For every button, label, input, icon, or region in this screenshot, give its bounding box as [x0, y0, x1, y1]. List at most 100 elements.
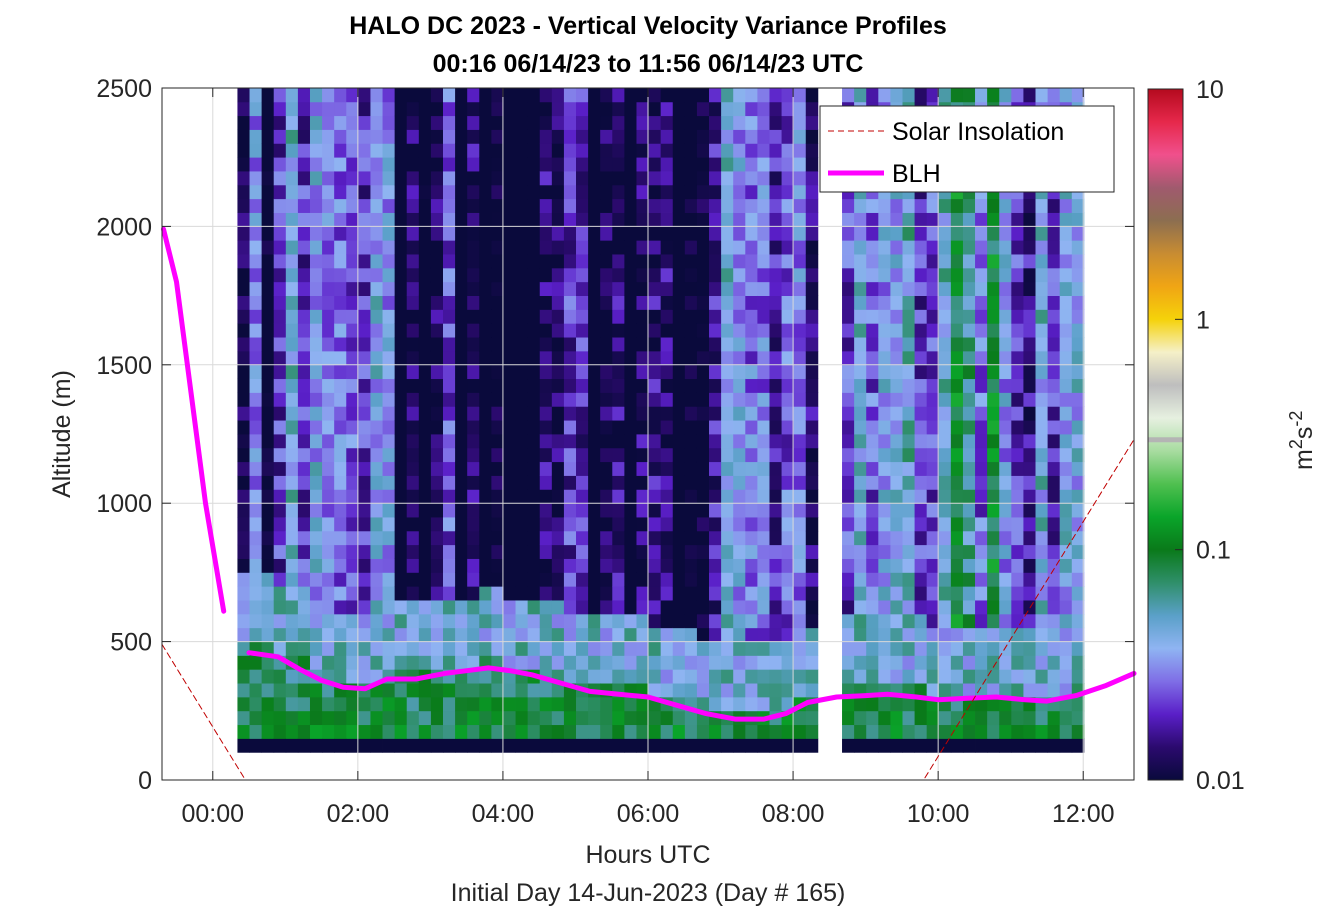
heatmap-cell [418, 475, 432, 490]
heatmap-cell [491, 323, 504, 338]
heatmap-cell [636, 157, 649, 172]
heatmap-cell [1059, 475, 1073, 490]
heatmap-cell [781, 364, 795, 380]
heatmap-cell [757, 281, 770, 296]
heatmap-cell [684, 115, 698, 130]
heatmap-cell [1047, 461, 1061, 476]
heatmap-cell [600, 434, 613, 449]
heatmap-cell [467, 517, 480, 532]
heatmap-cell [346, 600, 359, 615]
heatmap-cell [261, 240, 275, 255]
heatmap-cell [793, 295, 807, 310]
heatmap-cell [261, 558, 275, 573]
heatmap-cell [1023, 724, 1036, 739]
heatmap-cell [745, 226, 758, 241]
heatmap-cell [672, 226, 686, 241]
heatmap-cell [1059, 641, 1073, 656]
heatmap-cell [878, 88, 891, 103]
heatmap-cell [962, 724, 976, 739]
heatmap-cell [1011, 641, 1024, 656]
heatmap-cell [394, 254, 408, 269]
heatmap-cell [563, 517, 577, 532]
heatmap-cell [322, 171, 335, 186]
heatmap-cell [672, 198, 686, 213]
heatmap-cell [515, 88, 529, 103]
heatmap-cell [636, 710, 649, 726]
heatmap-cell [709, 406, 722, 421]
heatmap-cell [854, 461, 867, 476]
heatmap-cell [261, 364, 275, 380]
heatmap-cell [600, 129, 613, 144]
heatmap-cell [491, 350, 504, 366]
heatmap-cell [975, 600, 988, 615]
heatmap-cell [1023, 669, 1036, 684]
heatmap-cell [866, 226, 879, 241]
heatmap-cell [285, 143, 299, 158]
heatmap-cell [1035, 544, 1049, 559]
heatmap-cell [297, 558, 311, 573]
heatmap-cell [539, 157, 553, 172]
heatmap-cell [479, 696, 492, 712]
heatmap-cell [1023, 586, 1036, 601]
heatmap-cell [721, 406, 734, 421]
heatmap-cell [890, 434, 903, 449]
heatmap-cell [370, 254, 383, 269]
heatmap-cell [999, 337, 1012, 352]
heatmap-cell [430, 489, 444, 504]
heatmap-cell [261, 267, 275, 283]
heatmap-cell [297, 309, 311, 324]
heatmap-cell [878, 337, 891, 352]
heatmap-cell [648, 669, 662, 684]
heatmap-cell [491, 475, 504, 490]
heatmap-cell [297, 337, 311, 352]
heatmap-cell [660, 157, 674, 172]
heatmap-cell [757, 101, 770, 117]
heatmap-cell [842, 198, 855, 213]
heatmap-cell [733, 696, 746, 712]
heatmap-cell [418, 323, 432, 338]
heatmap-cell [551, 101, 565, 117]
heatmap-cell [914, 420, 928, 435]
heatmap-cell [854, 600, 867, 615]
heatmap-cell [975, 530, 988, 546]
heatmap-cell [757, 226, 770, 241]
heatmap-cell [733, 350, 746, 366]
heatmap-cell [842, 254, 855, 269]
heatmap-cell [636, 392, 649, 407]
x-axis-label: Hours UTC [585, 841, 710, 869]
heatmap-cell [261, 281, 275, 296]
heatmap-cell [346, 184, 359, 200]
heatmap-cell [515, 627, 529, 642]
heatmap-cell [805, 350, 819, 366]
heatmap-cell [769, 724, 782, 739]
heatmap-cell [515, 364, 529, 380]
heatmap-cell [491, 613, 504, 629]
heatmap-cell [1059, 378, 1073, 393]
heatmap-cell [733, 447, 746, 463]
heatmap-cell [696, 503, 710, 518]
heatmap-cell [600, 226, 613, 241]
heatmap-cell [926, 669, 940, 684]
heatmap-cell [273, 378, 287, 393]
heatmap-cell [527, 337, 541, 352]
heatmap-cell [358, 420, 371, 435]
heatmap-cell [842, 337, 855, 352]
heatmap-cell [1011, 309, 1024, 324]
heatmap-cell [406, 212, 420, 227]
heatmap-cell [334, 378, 347, 393]
heatmap-cell [660, 226, 674, 241]
heatmap-cell [382, 406, 396, 421]
heatmap-cell [503, 323, 516, 338]
heatmap-cell [527, 88, 541, 103]
heatmap-cell [926, 378, 940, 393]
heatmap-cell [418, 337, 432, 352]
heatmap-cell [636, 212, 649, 227]
heatmap-cell [672, 420, 686, 435]
heatmap-cell [696, 309, 710, 324]
heatmap-cell [297, 254, 311, 269]
heatmap-cell [890, 281, 903, 296]
heatmap-cell [249, 738, 263, 753]
heatmap-cell [914, 309, 928, 324]
heatmap-cell [382, 627, 396, 642]
heatmap-cell [576, 323, 589, 338]
